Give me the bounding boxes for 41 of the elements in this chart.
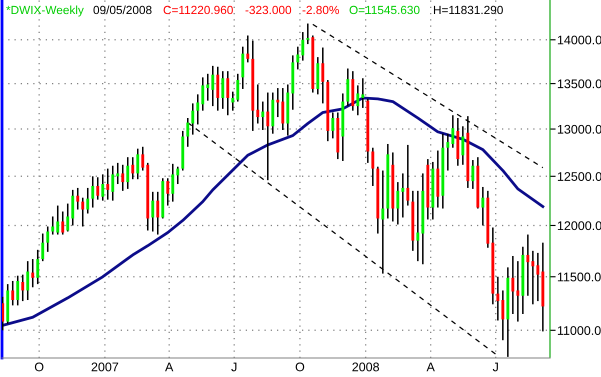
y-tick-label: 11000.0: [558, 326, 601, 335]
candlestick: [526, 234, 530, 297]
x-tick-label: A: [165, 362, 174, 372]
candlestick: [471, 159, 474, 190]
candlestick: [166, 177, 170, 206]
candlestick: [481, 186, 484, 226]
x-tick-label: O: [34, 362, 44, 372]
candlestick: [461, 126, 464, 166]
x-tick-label: J: [492, 362, 498, 372]
candlestick: [211, 65, 214, 107]
annotation: C=11220.960: [164, 6, 233, 14]
x-tick-label: 2007: [92, 362, 118, 372]
candlestick: [321, 46, 324, 104]
x-tick-label: O: [296, 362, 304, 372]
x-tick-label: A: [426, 362, 435, 372]
candlestick: [496, 276, 500, 322]
annotation: 09/05/2008: [93, 6, 152, 14]
annotation: -2.80%: [302, 6, 339, 14]
candlestick: [116, 162, 120, 185]
candlestick: [511, 255, 514, 315]
x-tick-label: 2008: [352, 362, 380, 372]
candlestick: [2, 296, 4, 332]
annotation: *DWIX-Weekly: [6, 6, 84, 16]
candlestick: [31, 258, 34, 288]
annotation: H=11831.290: [434, 6, 503, 14]
candlestick: [446, 132, 450, 172]
candlestick: [416, 190, 420, 262]
candlestick: [451, 114, 454, 148]
candlestick: [76, 187, 80, 210]
candlestick: [306, 22, 310, 45]
x-tick-label: J: [231, 362, 236, 372]
annotation: -323.000: [246, 6, 292, 14]
candlestick: [501, 290, 504, 341]
annotation: O=11545.630: [350, 6, 420, 14]
y-tick-label: 11500.0: [558, 272, 601, 282]
candlestick: [531, 250, 534, 306]
candlestick: [246, 34, 250, 64]
candlestick: [536, 252, 540, 302]
candlestick: [516, 260, 520, 322]
candlestick: [176, 166, 180, 185]
candlestick: [106, 168, 110, 200]
